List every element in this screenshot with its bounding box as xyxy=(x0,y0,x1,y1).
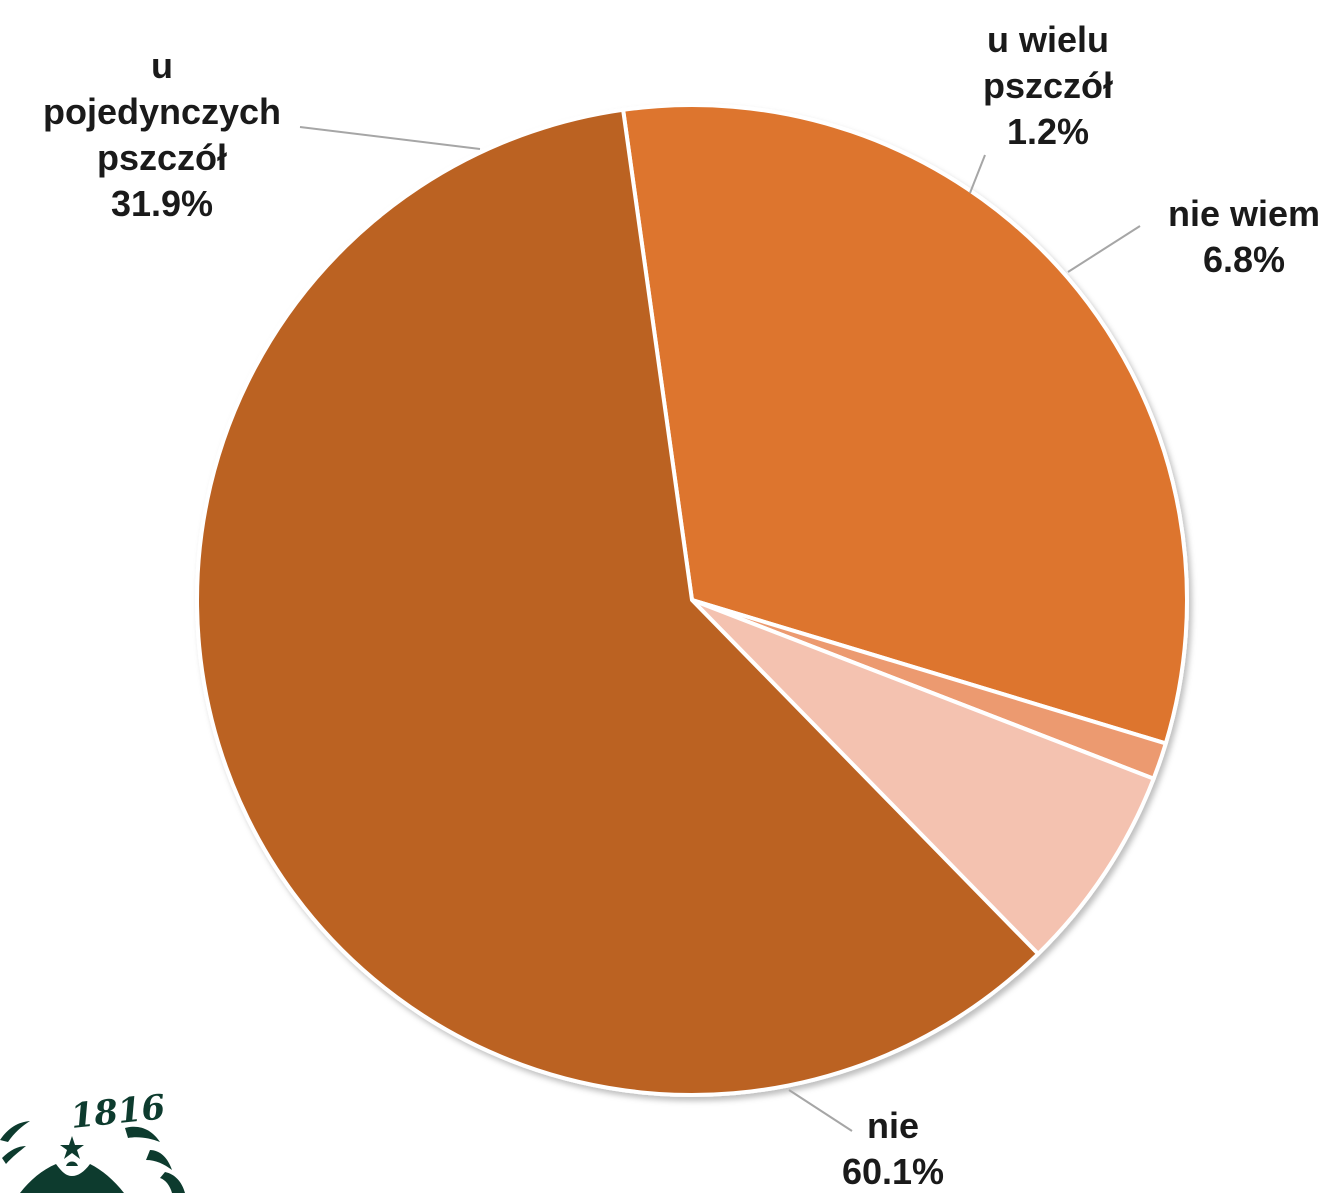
logo-laurel-left-icon xyxy=(0,1121,30,1164)
university-logo: 1816 xyxy=(0,1087,185,1193)
data-label-category: nie wiem xyxy=(1168,193,1320,234)
pie-slice-nie-wiem xyxy=(690,598,1156,956)
data-label-category: pszczół xyxy=(983,65,1113,106)
pie-slices xyxy=(195,103,1189,1097)
logo-laurel-right-icon xyxy=(125,1126,185,1193)
data-label-category: u xyxy=(151,45,173,86)
leader-line xyxy=(969,154,986,194)
pie-slice-nie xyxy=(195,107,1041,1097)
leader-line xyxy=(1067,225,1141,273)
logo-year: 1816 xyxy=(69,1087,167,1137)
data-label-value: 6.8% xyxy=(1203,239,1285,280)
data-label-value: 60.1% xyxy=(842,1151,944,1192)
logo-eagle-icon xyxy=(20,1161,124,1193)
data-label-category: pszczół xyxy=(97,137,227,178)
leader-lines xyxy=(299,126,1141,1132)
data-label-category: nie xyxy=(867,1105,919,1146)
logo-star-icon xyxy=(60,1136,84,1159)
data-label-category: u wielu xyxy=(987,19,1109,60)
pie-slice-u-pojedynczych-pszczół xyxy=(621,103,1189,746)
data-label-value: 31.9% xyxy=(111,183,213,224)
data-label-value: 1.2% xyxy=(1007,111,1089,152)
data-label-category: pojedynczych xyxy=(43,91,281,132)
leader-line xyxy=(299,126,481,150)
data-labels: u pojedynczych pszczół 31.9% u wielu pszczół 1… xyxy=(43,19,1320,1192)
leader-line xyxy=(788,1089,853,1132)
